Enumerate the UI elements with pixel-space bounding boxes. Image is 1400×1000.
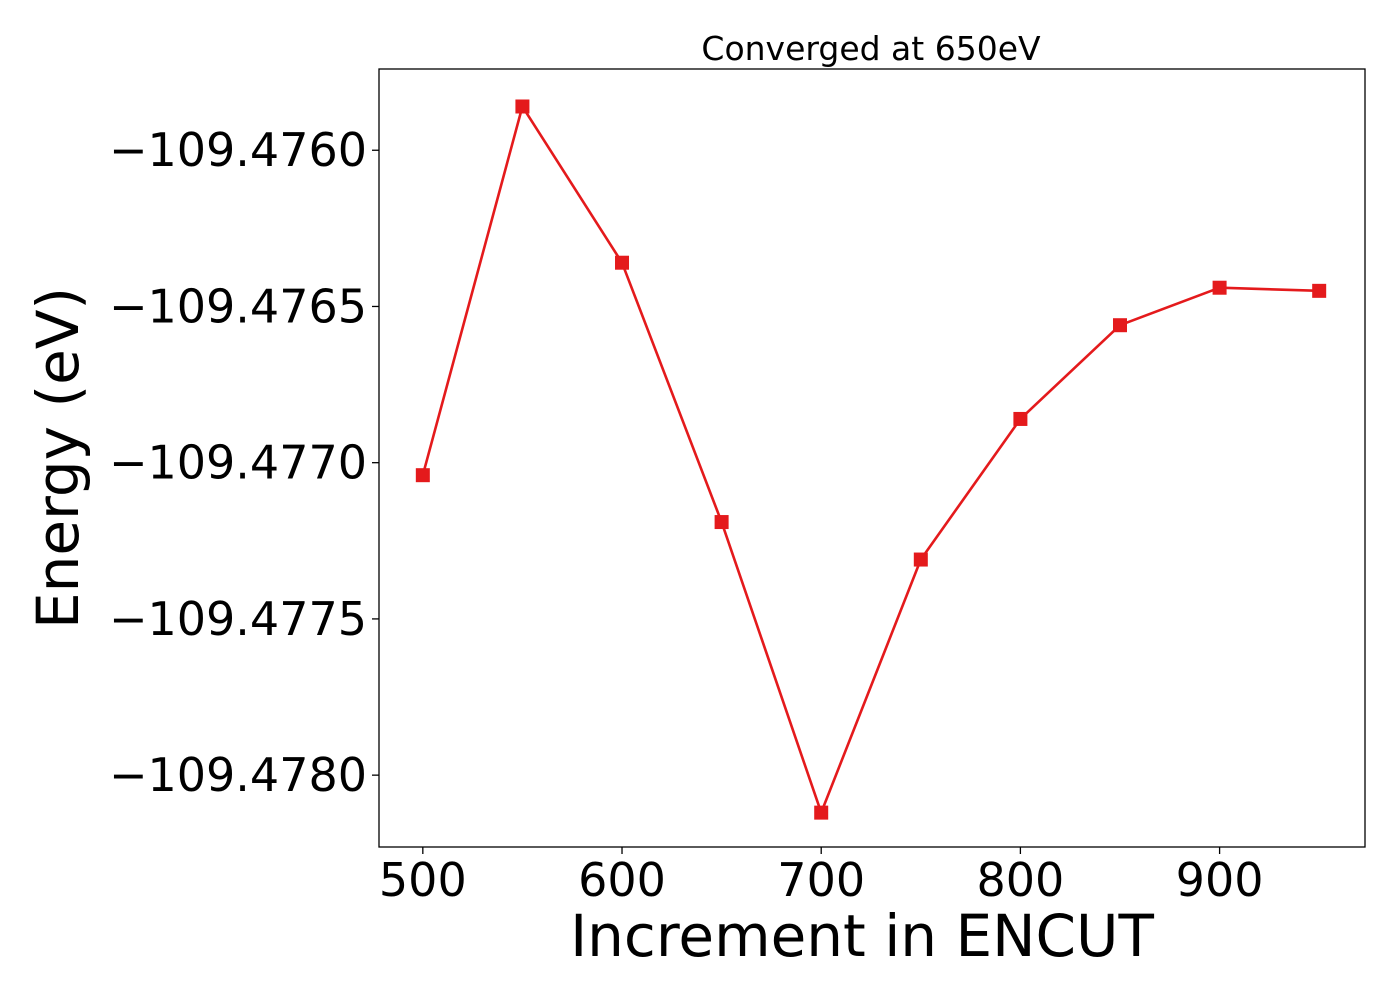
y-axis: −109.4760 −109.4765 −109.4770 −109.4775 −109… <box>109 123 379 802</box>
data-point-marker <box>1112 318 1127 333</box>
data-point-marker <box>1013 411 1028 426</box>
y-tick-label: −109.4775 <box>109 592 367 646</box>
y-tick-label: −109.4760 <box>109 123 367 177</box>
series-layer <box>415 99 1327 820</box>
data-point-marker <box>1212 280 1227 295</box>
y-tick-label: −109.4780 <box>109 748 367 802</box>
x-tick-label: 700 <box>777 853 865 907</box>
data-point-marker <box>714 515 729 530</box>
x-axis: 500 600 700 800 900 <box>379 847 1264 907</box>
data-point-marker <box>814 805 829 820</box>
chart-title: Converged at 650eV <box>701 29 1041 68</box>
data-point-marker <box>1312 283 1327 298</box>
x-tick-label: 800 <box>976 853 1064 907</box>
series-line <box>421 105 1320 814</box>
data-point-marker <box>913 552 928 567</box>
y-axis-label: Energy (eV) <box>24 287 92 629</box>
plot-area-frame <box>378 68 1366 848</box>
x-tick-label: 500 <box>379 853 467 907</box>
data-point-marker <box>615 255 630 270</box>
y-tick-label: −109.4770 <box>109 436 367 490</box>
x-tick-label: 600 <box>578 853 666 907</box>
y-tick-label: −109.4765 <box>109 279 367 333</box>
x-tick-label: 900 <box>1176 853 1264 907</box>
x-axis-label: Increment in ENCUT <box>570 902 1154 970</box>
data-point-marker <box>515 99 530 114</box>
data-point-marker <box>415 468 430 483</box>
